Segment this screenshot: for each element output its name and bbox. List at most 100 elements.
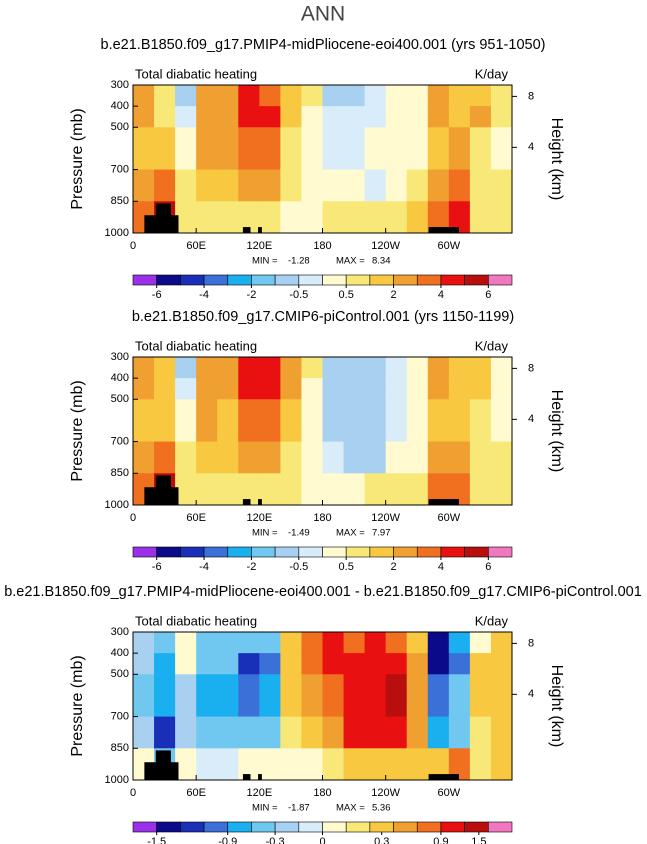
field-cell <box>217 473 239 506</box>
field-cell <box>469 378 492 400</box>
field-cell <box>385 441 408 474</box>
field-cell <box>343 357 366 379</box>
min-value: -1.87 <box>288 803 310 814</box>
colorbar-label: 2 <box>391 561 397 573</box>
field-cell <box>469 127 492 171</box>
field-cell <box>175 632 197 654</box>
field-cell <box>175 399 197 443</box>
y2-tick-label: 8 <box>528 637 534 649</box>
field-cell <box>280 201 302 234</box>
colorbar-box <box>132 274 157 286</box>
field-cell <box>343 748 366 781</box>
colorbar-box <box>251 546 276 558</box>
field-cell <box>364 716 387 749</box>
field-cell <box>448 674 471 718</box>
field-cell <box>280 106 302 128</box>
field-cell <box>280 378 302 400</box>
colorbar-label: -1.5 <box>147 836 166 844</box>
field-cell <box>196 169 218 202</box>
field-cell <box>469 357 492 379</box>
field-cell <box>238 169 260 202</box>
field-cell <box>238 632 260 654</box>
field-cell <box>406 748 429 781</box>
field-cell <box>259 85 281 107</box>
colorbar-label: 6 <box>485 289 491 301</box>
field-cell <box>154 632 176 654</box>
colorbar-box <box>464 274 489 286</box>
field-cell <box>364 748 387 781</box>
field-cell <box>385 473 408 506</box>
x-tick-label: 60W <box>438 512 461 524</box>
field-cell <box>154 85 176 107</box>
y-tick-label: 300 <box>111 79 129 91</box>
colorbar-box <box>298 274 323 286</box>
field-cell <box>322 716 345 749</box>
colorbar-box <box>416 821 442 833</box>
field-cell <box>469 169 492 202</box>
field-cell <box>259 473 281 506</box>
field-cell <box>133 716 155 749</box>
y2-tick-label: 4 <box>528 688 534 700</box>
land-mask <box>258 227 262 233</box>
field-cell <box>490 201 513 234</box>
field-cell <box>322 674 345 718</box>
field-cell <box>469 473 492 506</box>
field-cell <box>175 716 197 749</box>
colorbar-box <box>322 546 347 558</box>
colorbar-label: -4 <box>199 289 209 301</box>
colorbar-box <box>322 821 347 833</box>
x-tick-label: 0 <box>130 512 136 524</box>
colorbar-box <box>393 546 418 558</box>
field-cell <box>322 748 345 781</box>
colorbar-box <box>227 274 252 286</box>
field-cell <box>448 169 471 202</box>
field-cell <box>301 632 323 654</box>
field-cell <box>448 106 471 128</box>
field-cell <box>322 106 345 128</box>
field-cell <box>280 748 302 781</box>
field-cell <box>490 399 513 443</box>
field-cell <box>196 106 218 128</box>
field-cell <box>322 632 345 654</box>
colorbar-label: 4 <box>438 561 444 573</box>
field-cell <box>322 653 345 675</box>
field-cell <box>364 674 387 718</box>
field-cell <box>154 106 176 128</box>
field-cell <box>490 357 513 379</box>
field-cell <box>154 169 176 202</box>
colorbar-box <box>440 821 465 833</box>
colorbar-box <box>203 546 229 558</box>
y-tick-label: 400 <box>111 100 129 112</box>
field-cell <box>238 357 260 379</box>
colorbar-box <box>298 821 323 833</box>
y-axis-label: Pressure (mb) <box>69 380 86 481</box>
field-cell <box>196 632 218 654</box>
colorbar-box <box>345 821 371 833</box>
y-tick-label: 500 <box>111 121 129 133</box>
min-value: -1.49 <box>288 528 310 539</box>
field-cell <box>196 473 218 506</box>
field-cell <box>364 201 387 234</box>
colorbar-box <box>440 546 465 558</box>
field-cell <box>217 85 239 107</box>
field-cell <box>385 653 408 675</box>
y2-axis-label: Height (km) <box>548 390 565 473</box>
field-cell <box>175 85 197 107</box>
x-tick-label: 0 <box>130 240 136 252</box>
y-tick-label: 700 <box>111 710 129 722</box>
field-cell <box>427 85 450 107</box>
field-cell <box>217 748 239 781</box>
field-cell <box>427 378 450 400</box>
field-cell <box>154 399 176 443</box>
field-cell <box>175 653 197 675</box>
field-cell <box>259 716 281 749</box>
field-cell <box>238 85 260 107</box>
land-mask <box>242 499 251 505</box>
field-cell <box>175 357 197 379</box>
field-cell <box>322 201 345 234</box>
colorbar-box <box>274 546 300 558</box>
field-cell <box>406 473 429 506</box>
land-mask <box>258 774 262 780</box>
field-cell <box>154 127 176 171</box>
